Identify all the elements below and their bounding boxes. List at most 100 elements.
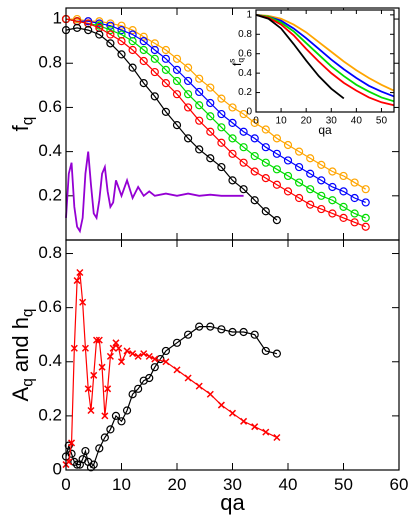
marker [250, 167, 259, 176]
series-line [65, 18, 366, 219]
marker [195, 145, 204, 154]
marker [195, 382, 203, 390]
marker [95, 30, 104, 39]
marker [150, 363, 159, 372]
marker [206, 112, 215, 121]
marker [195, 116, 204, 125]
marker [261, 346, 270, 356]
marker [67, 449, 76, 458]
marker [98, 363, 106, 371]
marker [115, 344, 123, 352]
marker [206, 98, 215, 108]
x-tick-label: 0 [61, 475, 70, 494]
marker [64, 441, 73, 450]
marker [73, 277, 81, 285]
marker [117, 37, 126, 46]
marker [228, 103, 237, 112]
series-line [66, 18, 367, 190]
marker [109, 344, 117, 352]
marker [228, 149, 237, 158]
marker [206, 154, 215, 163]
marker [184, 134, 193, 143]
y-axis-label: Aq and hq [8, 309, 37, 402]
marker [217, 94, 226, 103]
marker [217, 401, 225, 409]
marker [128, 45, 137, 55]
marker [206, 127, 215, 136]
marker [173, 366, 181, 374]
marker [150, 67, 159, 77]
marker [161, 107, 170, 116]
y-axis-label-part: q [20, 117, 37, 126]
marker [184, 90, 193, 99]
y-tick-label: 0.2 [238, 87, 252, 98]
marker [239, 127, 248, 136]
marker [65, 458, 73, 466]
y-tick-label: 0.8 [238, 29, 252, 40]
marker [217, 109, 226, 119]
y-tick-label: 0.4 [38, 141, 62, 160]
series-line [255, 13, 395, 92]
marker [261, 125, 270, 134]
marker [117, 358, 126, 366]
marker [128, 63, 137, 72]
marker [101, 412, 109, 420]
y-axis-label-part: and h [8, 317, 33, 378]
series-line [255, 13, 395, 103]
marker [76, 268, 84, 277]
marker [134, 384, 143, 393]
marker [84, 385, 92, 393]
marker [206, 390, 214, 398]
marker [161, 54, 170, 63]
marker [128, 390, 137, 399]
marker [128, 25, 137, 35]
marker [195, 87, 204, 97]
marker [306, 154, 315, 163]
marker [150, 45, 159, 55]
series-line [65, 27, 278, 221]
marker [106, 425, 115, 434]
marker [250, 118, 259, 127]
marker [272, 149, 281, 158]
marker [283, 171, 293, 181]
y-tick-label: 0 [53, 459, 62, 478]
marker [70, 344, 78, 352]
marker [90, 371, 98, 379]
marker [272, 134, 281, 143]
marker [261, 143, 270, 152]
marker [106, 21, 115, 30]
x-tick-label: 40 [351, 116, 363, 127]
series-line [65, 151, 244, 234]
marker [262, 428, 270, 436]
marker [295, 193, 304, 203]
marker [129, 350, 137, 358]
marker [228, 134, 237, 143]
marker [172, 338, 182, 347]
marker [295, 147, 304, 156]
x-axis-label: qa [220, 490, 245, 515]
marker [283, 156, 293, 165]
y-tick-label: 0.8 [38, 53, 62, 72]
marker [162, 358, 170, 366]
marker [184, 76, 193, 86]
marker [92, 336, 101, 344]
marker [106, 25, 115, 35]
y-axis-label-part: q [20, 378, 37, 387]
marker [95, 21, 104, 30]
marker [295, 162, 304, 172]
series-line [255, 14, 345, 100]
marker [261, 158, 270, 167]
marker [217, 325, 226, 334]
marker [228, 176, 237, 185]
marker [339, 171, 348, 181]
y-tick-label: 0 [246, 107, 252, 118]
y-axis-label-part: f [8, 124, 33, 131]
marker [228, 118, 237, 127]
y-tick-label: 0.8 [38, 243, 62, 262]
marker [79, 298, 87, 306]
marker [122, 406, 132, 415]
y-axis-label: fq [8, 117, 37, 132]
marker [251, 423, 259, 431]
marker [184, 374, 192, 382]
y-tick-label: 0.4 [238, 68, 252, 79]
